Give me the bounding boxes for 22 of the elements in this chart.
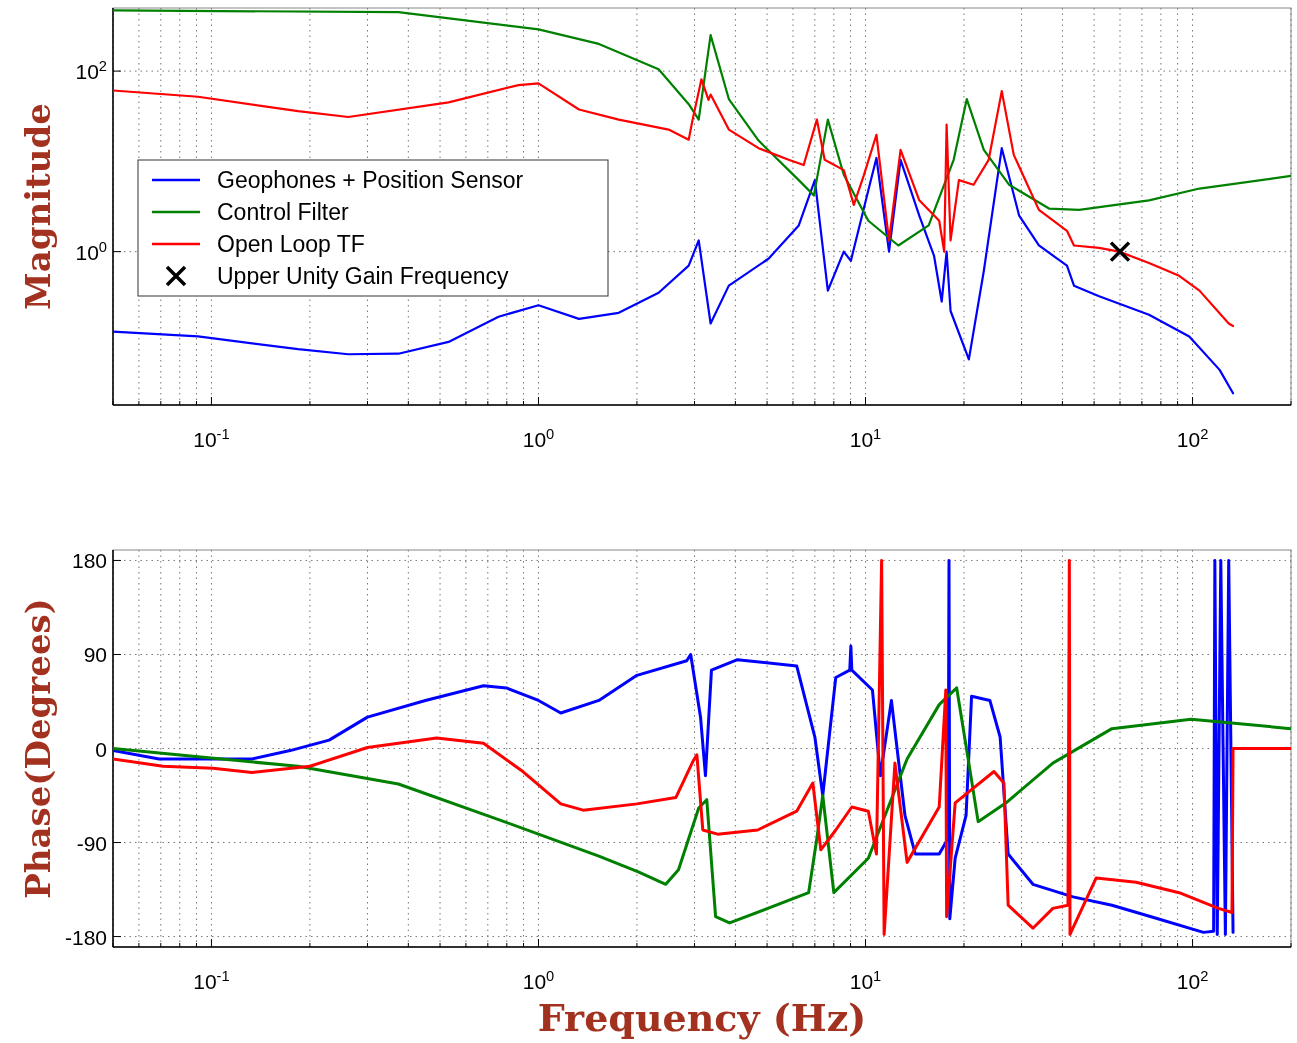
x-tick-label: 10$^{-1}$ — [193, 968, 230, 993]
x-tick-label: 10$^{2}$ — [1176, 426, 1209, 451]
x-tick-label: 10$^{1}$ — [849, 968, 882, 993]
y-tick-label: 10$^{2}$ — [75, 58, 107, 84]
y-axis-title: Phase(Degrees) — [18, 598, 58, 899]
x-tick-label: 10$^{1}$ — [849, 426, 882, 451]
y-tick-label: 10$^{0}$ — [75, 238, 107, 264]
y-tick-label: -180 — [64, 925, 107, 949]
legend-label: Upper Unity Gain Frequency — [217, 263, 509, 289]
x-axis-title: Frequency (Hz) — [537, 995, 867, 1040]
x-tick-label: 10$^{0}$ — [522, 968, 555, 993]
y-tick-label: 90 — [83, 643, 107, 667]
x-tick-label: 10$^{-1}$ — [193, 426, 230, 451]
y-axis-title: Magnitude — [18, 103, 58, 310]
x-tick-label: 10$^{0}$ — [522, 426, 555, 451]
y-tick-label: 0 — [95, 737, 107, 761]
x-tick-label: 10$^{2}$ — [1176, 968, 1209, 993]
legend-label: Geophones + Position Sensor — [217, 167, 524, 193]
legend-label: Control Filter — [217, 199, 349, 225]
legend-label: Open Loop TF — [217, 231, 365, 257]
y-tick-label: -90 — [76, 831, 107, 855]
y-tick-label: 180 — [71, 549, 107, 573]
